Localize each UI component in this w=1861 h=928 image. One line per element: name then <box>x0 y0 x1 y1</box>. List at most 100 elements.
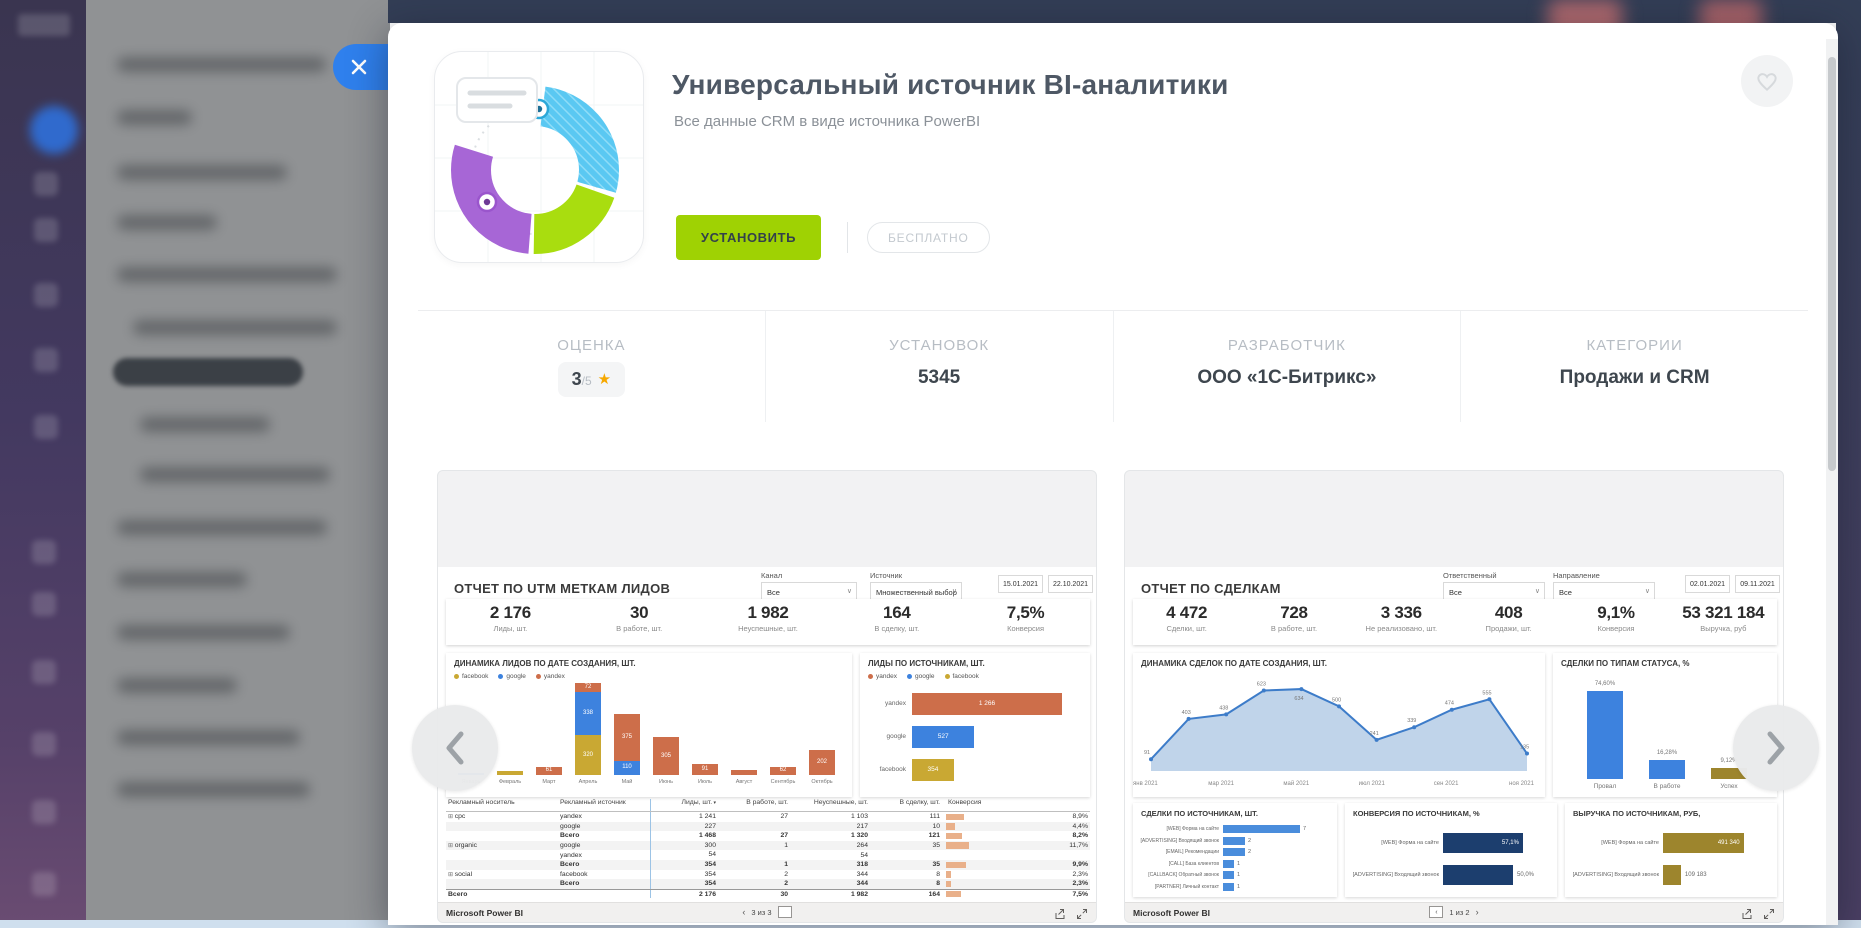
carousel-next-button[interactable] <box>1733 705 1819 791</box>
panel-title: ВЫРУЧКА ПО ИСТОЧНИКАМ, РУБ, <box>1573 809 1701 818</box>
scrollbar-thumb[interactable] <box>1828 57 1836 471</box>
table-cell: ⊞ organic <box>448 842 477 850</box>
bar-value: 62 <box>779 767 787 774</box>
bar-segment: 320 <box>575 734 601 775</box>
install-button[interactable]: УСТАНОВИТЬ <box>676 215 821 260</box>
rating-badge: 3/5 ★ <box>557 362 626 397</box>
table-cell-conversion: 2,3% <box>946 870 1090 880</box>
bar-segment: 110 <box>614 761 640 775</box>
h-bar <box>1443 865 1513 885</box>
date-value: 02.01.2021 <box>1689 580 1726 588</box>
kpi-item: 408 Продажи, шт. <box>1455 599 1562 645</box>
x-tick-label: Август <box>735 779 753 785</box>
bar-label: [CALL] База клиентов <box>1168 860 1219 867</box>
kpi-value: 408 <box>1494 603 1523 622</box>
legend-dot <box>868 674 873 679</box>
bar-segment: 202 <box>809 749 835 775</box>
x-tick-label: Сентябрь <box>770 779 796 785</box>
rail-icon-blur <box>34 172 58 196</box>
carousel-prev-button[interactable] <box>412 705 498 791</box>
stat-label: РАЗРАБОТЧИК <box>1227 337 1346 354</box>
bar-value: 305 <box>660 752 671 759</box>
background-left-rail <box>0 0 86 928</box>
date-value: 15.01.2021 <box>1002 580 1039 588</box>
bar-label: yandex <box>885 700 906 707</box>
h-bar: 491 340 <box>1663 833 1744 853</box>
kpi-item: 9,1% Конверсия <box>1562 599 1669 645</box>
table-header-cell: Лиды, шт. ▾ <box>650 799 722 811</box>
kpi-label: В работе, шт. <box>1270 624 1318 633</box>
screenshot-card-deals-report[interactable]: ОТЧЕТ ПО СДЕЛКАМ Ответственный Все ∨ Направл… <box>1124 470 1784 923</box>
sidebar-item-blur <box>117 782 310 797</box>
bar-label: [PARTNER] Личный контакт <box>1154 883 1219 890</box>
table-cell: google <box>560 842 581 850</box>
table-cell: 2 <box>784 870 788 878</box>
legend-item: yandex <box>535 673 565 680</box>
rail-icon-blur <box>32 800 56 824</box>
legend-dot <box>944 674 950 679</box>
h-bar <box>1223 848 1245 856</box>
x-tick-label: май 2021 <box>1283 781 1310 787</box>
x-tick-label: янв 2021 <box>1133 781 1158 787</box>
report-table: Рекламный носитель Рекламный источник Лиды… <box>446 799 1090 899</box>
rail-icon-blur <box>34 218 58 242</box>
table-header-cell: В сделку, шт. <box>899 799 940 806</box>
table-cell: ⊞ social <box>448 870 473 878</box>
bar-segment: 91 <box>692 763 718 775</box>
conversion-bar <box>946 832 963 840</box>
bar-segment: 61 <box>536 767 562 775</box>
x-tick-label: Март <box>542 779 556 785</box>
table-header-cell: Рекламный носитель <box>448 799 515 806</box>
table-cell: Всего <box>560 880 580 888</box>
bar-value: 354 <box>927 766 939 773</box>
kpi-label: Конверсия <box>1007 624 1045 633</box>
kpi-item: 3 336 Не реализовано, шт. <box>1348 599 1455 645</box>
table-cell-conversion: 9,9% <box>946 860 1090 870</box>
rail-icon-blur <box>34 283 58 307</box>
date-input: 15.01.2021 <box>998 575 1043 593</box>
heart-icon <box>1757 73 1777 91</box>
bar-value: 57,1% <box>1501 840 1519 846</box>
table-cell: 264 <box>856 842 868 850</box>
filter-label: Источник <box>870 571 903 580</box>
table-cell: 354 <box>650 859 722 870</box>
kpi-label: Продажи, шт. <box>1485 624 1532 633</box>
footer-icons <box>1741 907 1775 919</box>
app-subtitle: Все данные CRM в виде источника PowerBI <box>674 113 981 130</box>
sidebar-item-blur <box>117 215 217 230</box>
conversion-value: 4,4% <box>1072 822 1089 830</box>
h-bar: 527 <box>912 726 975 748</box>
share-icon <box>1054 907 1066 919</box>
stat-installs: УСТАНОВОК 5345 <box>766 311 1114 422</box>
close-button[interactable] <box>333 44 390 90</box>
x-tick-label: Апрель <box>578 779 598 785</box>
legend-label: facebook <box>952 673 979 680</box>
table-cell: 1 320 <box>850 832 868 840</box>
h-bar: 1 266 <box>912 693 1062 715</box>
favorite-button[interactable] <box>1741 55 1793 107</box>
svg-text:438: 438 <box>1219 705 1228 711</box>
table-cell: 30 <box>780 890 788 898</box>
expand-plus-icon: ⊞ <box>448 814 455 821</box>
close-icon <box>351 59 367 75</box>
h-bar: 354 <box>912 759 954 781</box>
table-cell: 227 <box>650 821 722 832</box>
h-bar <box>1223 825 1300 833</box>
kpi-item: 7,5% Конверсия <box>961 599 1090 645</box>
x-tick-label: мар 2021 <box>1208 781 1235 787</box>
table-cell: 344 <box>856 870 868 878</box>
screenshot-card-leads-report[interactable]: ОТЧЕТ ПО UTM МЕТКАМ ЛИДОВ Канал Все ∨ Источн… <box>437 470 1097 923</box>
table-cell: 344 <box>856 880 868 888</box>
table-cell: 8 <box>936 870 940 878</box>
legend-label: google <box>506 673 526 680</box>
bar-label: [CALLBACK] Обратный звонок <box>1148 872 1219 878</box>
svg-text:241: 241 <box>1370 731 1379 737</box>
sort-icon: ▾ <box>712 800 716 806</box>
kpi-value: 164 <box>883 603 911 622</box>
h-bar: 57,1% <box>1443 833 1523 853</box>
bar-value: 9,12% <box>1720 758 1738 765</box>
app-logo <box>434 51 644 263</box>
panel-title: СДЕЛКИ ПО ТИПАМ СТАТУСА, % <box>1561 659 1690 668</box>
stat-label: КАТЕГОРИИ <box>1586 337 1683 354</box>
